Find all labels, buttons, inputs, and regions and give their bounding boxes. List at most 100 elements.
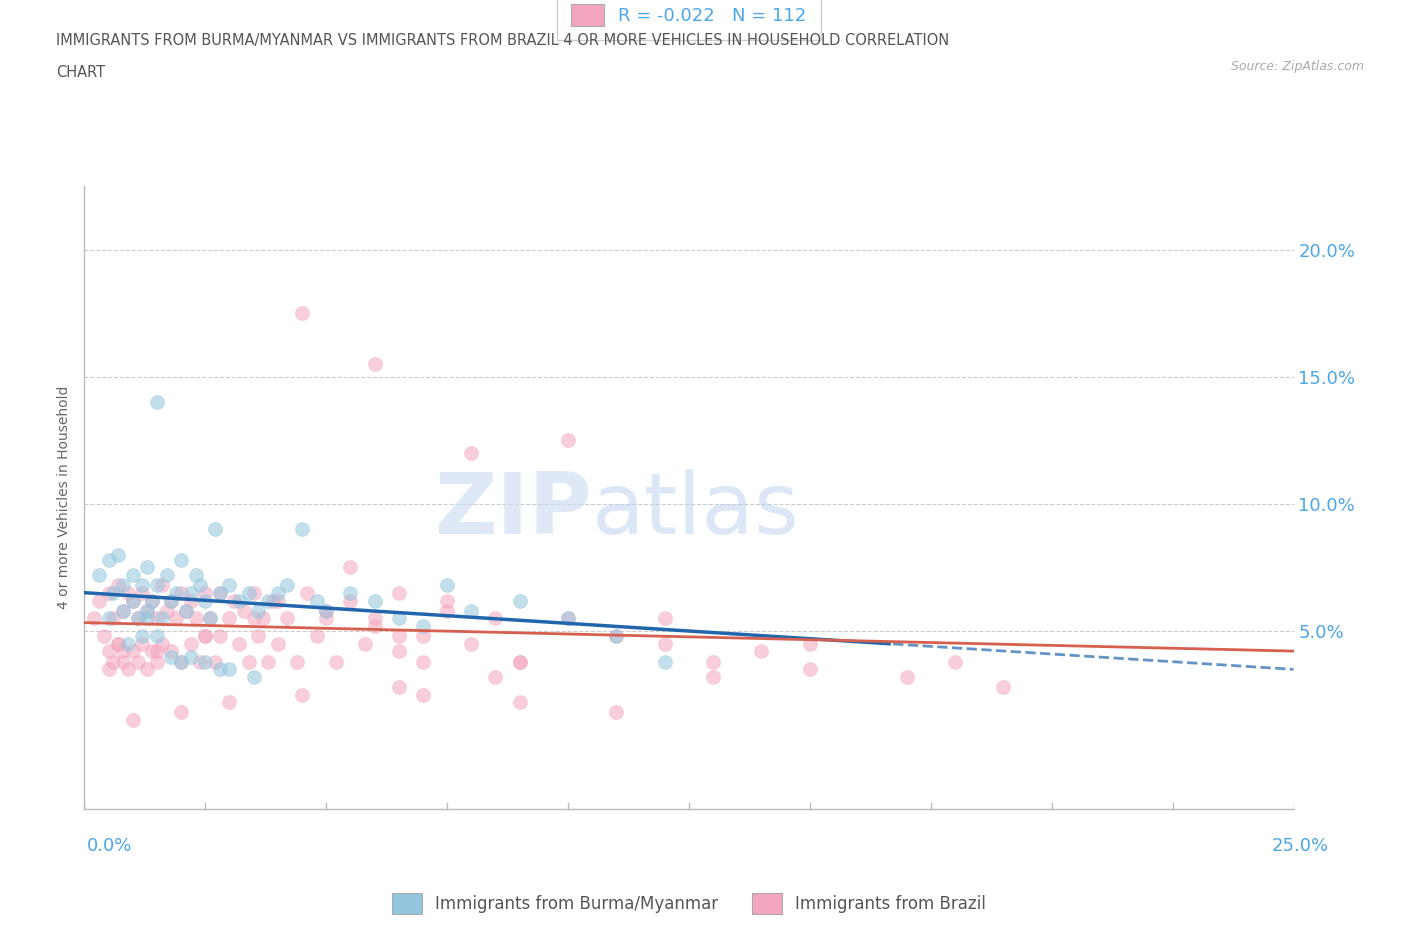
Point (509, 654, 531, 669)
Point (257, 654, 280, 669)
Point (174, 604, 197, 618)
Point (388, 644, 411, 658)
Point (127, 611, 149, 626)
Point (103, 586, 125, 601)
Point (751, 644, 773, 658)
Point (131, 636, 153, 651)
Point (194, 629, 217, 644)
Point (262, 593, 284, 608)
Point (276, 611, 298, 626)
Point (194, 654, 217, 669)
Point (257, 593, 280, 608)
Point (121, 593, 143, 608)
Point (190, 578, 212, 592)
Point (436, 604, 458, 618)
Point (285, 654, 308, 669)
Point (208, 586, 231, 601)
Point (87, 567, 110, 582)
Point (339, 560, 361, 575)
Text: 25.0%: 25.0% (1271, 837, 1329, 855)
Point (121, 567, 143, 582)
Point (141, 593, 163, 608)
Point (136, 560, 159, 575)
Point (557, 432, 579, 447)
Point (121, 593, 143, 608)
Point (131, 586, 153, 601)
Point (180, 586, 202, 601)
Point (993, 680, 1015, 695)
Point (194, 593, 217, 608)
Point (325, 654, 347, 669)
Point (146, 654, 169, 669)
Point (136, 604, 159, 618)
Point (107, 636, 129, 651)
Point (363, 618, 385, 633)
Point (97, 586, 120, 601)
Point (107, 636, 129, 651)
Point (208, 629, 231, 644)
Point (896, 670, 918, 684)
Point (339, 586, 361, 601)
Point (190, 654, 212, 669)
Point (702, 654, 724, 669)
Point (412, 629, 434, 644)
Point (127, 654, 149, 669)
Point (605, 629, 627, 644)
Point (170, 654, 193, 669)
Point (112, 654, 135, 669)
Point (146, 394, 169, 409)
Point (460, 636, 482, 651)
Point (117, 662, 139, 677)
Point (242, 670, 264, 684)
Point (146, 644, 169, 658)
Point (204, 654, 226, 669)
Point (131, 629, 153, 644)
Point (305, 629, 328, 644)
Point (165, 611, 187, 626)
Point (160, 649, 183, 664)
Point (160, 593, 183, 608)
Point (103, 654, 125, 669)
Point (354, 636, 377, 651)
Point (388, 586, 411, 601)
Point (218, 695, 240, 710)
Point (436, 578, 458, 592)
Point (412, 618, 434, 633)
Point (141, 593, 163, 608)
Point (242, 611, 264, 626)
Point (117, 636, 139, 651)
Point (146, 629, 169, 644)
Point (702, 670, 724, 684)
Point (605, 629, 627, 644)
Point (460, 445, 482, 460)
Point (150, 578, 173, 592)
Text: CHART: CHART (56, 65, 105, 80)
Point (127, 611, 149, 626)
Point (194, 586, 217, 601)
Point (267, 636, 290, 651)
Point (654, 611, 676, 626)
Point (170, 654, 193, 669)
Point (184, 567, 207, 582)
Point (136, 604, 159, 618)
Point (291, 306, 314, 321)
Point (146, 578, 169, 592)
Point (160, 593, 183, 608)
Point (165, 586, 187, 601)
Text: IMMIGRANTS FROM BURMA/MYANMAR VS IMMIGRANTS FROM BRAZIL 4 OR MORE VEHICLES IN HO: IMMIGRANTS FROM BURMA/MYANMAR VS IMMIGRA… (56, 33, 949, 47)
Point (121, 712, 143, 727)
Point (93, 629, 115, 644)
Point (112, 604, 135, 618)
Point (238, 654, 260, 669)
Point (388, 629, 411, 644)
Point (388, 611, 411, 626)
Point (121, 644, 143, 658)
Point (509, 695, 531, 710)
Point (155, 567, 177, 582)
Point (150, 636, 173, 651)
Point (267, 593, 290, 608)
Point (87, 593, 110, 608)
Point (228, 593, 250, 608)
Point (305, 593, 328, 608)
Point (484, 611, 506, 626)
